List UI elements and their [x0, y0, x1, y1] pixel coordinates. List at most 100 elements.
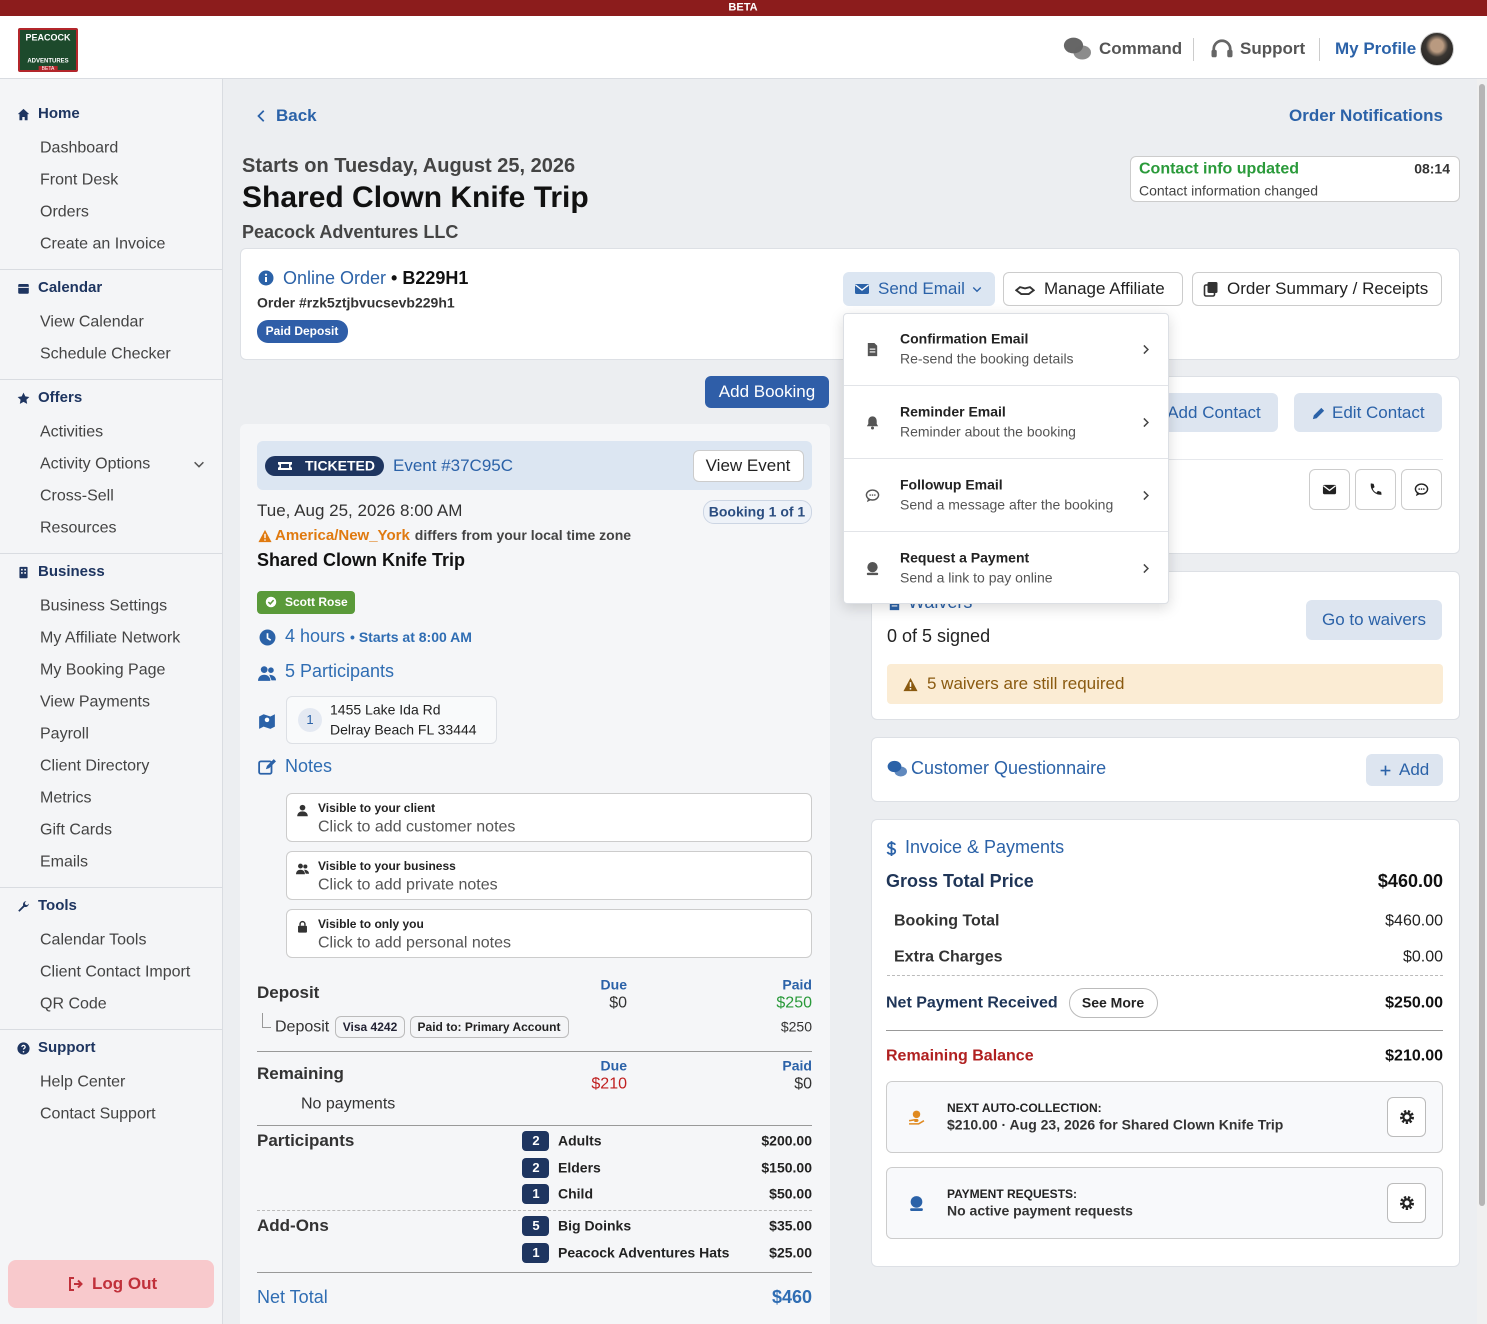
sidebar-link[interactable]: Orders	[40, 203, 89, 221]
qty-badge	[522, 1131, 549, 1151]
map-icon	[259, 714, 275, 729]
note-box[interactable]	[286, 909, 812, 958]
item-name: Elders	[558, 1159, 601, 1176]
see-more-button[interactable]	[1069, 988, 1158, 1018]
nav-command[interactable]: Command	[1099, 38, 1183, 58]
logout-button[interactable]	[8, 1260, 214, 1308]
menu-title: Reminder Email	[900, 403, 1006, 420]
line-label: Extra Charges	[894, 948, 1003, 966]
due-amount: $210	[591, 1075, 627, 1093]
group-label: Participants	[257, 1130, 355, 1150]
sidebar-link[interactable]: Cross-Sell	[40, 487, 114, 505]
sidebar-link[interactable]: Client Contact Import	[40, 963, 191, 981]
email-menu-item[interactable]	[844, 532, 1168, 604]
waiver-warning	[887, 664, 1443, 704]
sidebar-link[interactable]: Activities	[40, 423, 104, 441]
address-index	[298, 708, 322, 732]
sidebar-link[interactable]: Activity Options	[40, 455, 151, 473]
card-label: Visa 4242	[342, 1019, 398, 1034]
sidebar-link[interactable]: Contact Support	[40, 1105, 156, 1123]
settings-button[interactable]	[1387, 1097, 1426, 1137]
paid-label: Paid	[782, 976, 812, 993]
sidebar-link[interactable]: Calendar Tools	[40, 931, 147, 949]
invoice-title: Invoice & Payments	[905, 837, 1065, 858]
menu-chevron	[1142, 490, 1149, 500]
duration-part: 4 hours	[285, 626, 346, 647]
trip-date: Starts on Tuesday, August 25, 2026	[242, 155, 576, 177]
sidebar-link[interactable]: Help Center	[40, 1073, 126, 1091]
button-label: Edit Contact	[1332, 402, 1425, 422]
sidebar-link[interactable]: Emails	[40, 853, 89, 871]
waivers-button[interactable]	[1306, 600, 1442, 640]
warning-text: 5 waivers are still required	[927, 673, 1125, 693]
clock-icon	[259, 629, 275, 645]
sidebar-link[interactable]: View Payments	[40, 693, 150, 711]
sidebar-link[interactable]: My Affiliate Network	[40, 629, 181, 647]
nav-support[interactable]: Support	[1240, 38, 1306, 58]
net-label: Net Payment Received	[886, 994, 1058, 1012]
sidebar-link[interactable]: QR Code	[40, 995, 107, 1013]
email-menu-item[interactable]	[844, 313, 1168, 385]
notifications-link[interactable]: Order Notifications	[1289, 105, 1443, 125]
sidebar-link[interactable]: My Booking Page	[40, 661, 166, 679]
item-name: Big Doinks	[558, 1217, 632, 1234]
settings-button[interactable]	[1387, 1183, 1426, 1223]
gear-icon	[1399, 1110, 1414, 1124]
info-box-label: PAYMENT REQUESTS:	[947, 1186, 1078, 1201]
sidebar-link[interactable]: View Calendar	[40, 313, 144, 331]
contact-icon-button[interactable]	[1355, 469, 1396, 510]
note-placeholder: Click to add private notes	[318, 876, 498, 894]
order-summary-button[interactable]	[1192, 272, 1442, 306]
section-icon	[17, 392, 29, 404]
copy-icon	[1203, 282, 1218, 297]
nav-profile[interactable]: My Profile	[1335, 38, 1417, 58]
item-price: $200.00	[761, 1132, 812, 1149]
email-menu-item[interactable]	[844, 386, 1168, 458]
note-box[interactable]	[286, 851, 812, 900]
sidebar-link[interactable]: Resources	[40, 519, 117, 537]
contact-icon	[1370, 483, 1382, 495]
view-event-button[interactable]	[693, 450, 804, 482]
email-menu-item[interactable]	[844, 459, 1168, 531]
menu-icon	[866, 561, 878, 575]
section-icon	[17, 108, 29, 120]
questionnaire-icon	[887, 760, 907, 777]
add-contact-button[interactable]	[1150, 393, 1278, 432]
header	[0, 16, 1487, 79]
avatar[interactable]	[1420, 32, 1454, 66]
sidebar-link[interactable]: Schedule Checker	[40, 345, 171, 363]
questionnaire-add-button[interactable]	[1366, 754, 1443, 786]
add-booking-button[interactable]	[705, 376, 829, 408]
divider	[257, 1272, 812, 1273]
logout-label: Log Out	[92, 1273, 158, 1293]
menu-title: Followup Email	[900, 476, 1003, 493]
participants-icon	[258, 666, 276, 681]
due-label: Due	[600, 1057, 627, 1074]
info-box-icon	[908, 1110, 924, 1125]
support-icon	[1211, 39, 1233, 58]
sidebar-section: Offers	[38, 389, 83, 406]
logout-icon	[69, 1277, 83, 1291]
toast	[1130, 156, 1460, 202]
deposit-line-amount: $250	[780, 1018, 812, 1035]
sidebar-section: Home	[38, 105, 80, 122]
guide-badge	[257, 591, 355, 614]
sidebar-link[interactable]: Gift Cards	[40, 821, 113, 839]
back-link[interactable]: Back	[276, 105, 317, 125]
sidebar-link[interactable]: Front Desk	[40, 171, 119, 189]
guide-icon	[265, 596, 277, 608]
sidebar-link[interactable]: Client Directory	[40, 757, 150, 775]
sidebar-link[interactable]: Create an Invoice	[40, 235, 166, 253]
scrollbar-thumb[interactable]	[1479, 84, 1485, 1206]
note-box[interactable]	[286, 793, 812, 842]
sidebar-link[interactable]: Business Settings	[40, 597, 168, 615]
sidebar-link[interactable]: Dashboard	[40, 139, 119, 157]
menu-icon	[865, 488, 879, 502]
sidebar-link[interactable]: Payroll	[40, 725, 89, 743]
sidebar	[0, 79, 223, 1324]
sidebar-link[interactable]: Metrics	[40, 789, 92, 807]
net-total-amount: $460	[771, 1287, 812, 1308]
booking-count-badge	[703, 500, 812, 524]
contact-icon	[1414, 483, 1429, 497]
note-label: Visible to only you	[318, 916, 424, 931]
